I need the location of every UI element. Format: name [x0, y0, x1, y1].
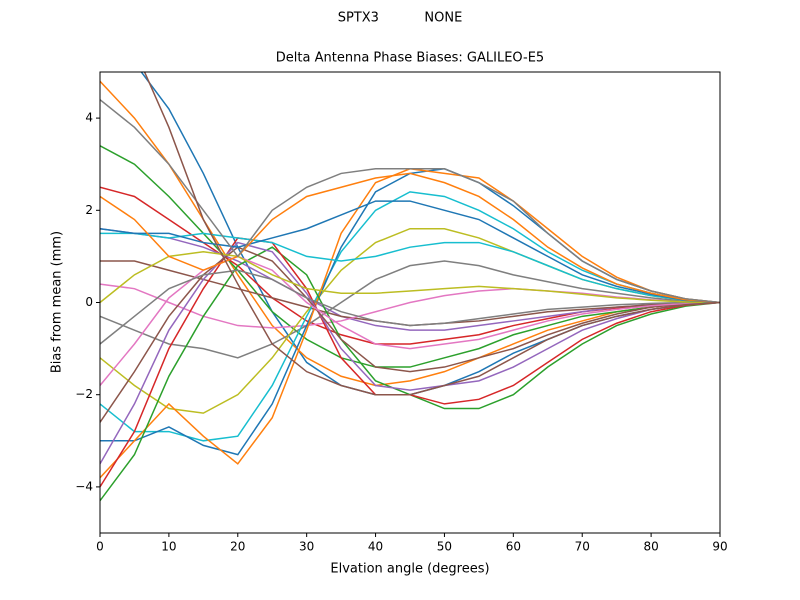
y-axis-label: Bias from mean (mm) — [50, 231, 65, 373]
series-line — [100, 168, 720, 479]
x-tick-label: 60 — [506, 540, 521, 554]
series-line — [100, 99, 720, 304]
x-axis-label: Elvation angle (degrees) — [330, 562, 489, 577]
x-tick-label: 80 — [643, 540, 658, 554]
x-tick-label: 40 — [368, 540, 383, 554]
x-tick-label: 90 — [712, 540, 727, 554]
series-line — [100, 200, 720, 304]
plot-lines — [100, 72, 720, 502]
series-line — [100, 80, 720, 387]
y-tick-label: 2 — [85, 203, 93, 217]
y-tick-label: −4 — [75, 479, 93, 493]
x-tick-label: 10 — [161, 540, 176, 554]
series-line — [100, 237, 720, 488]
series-line — [100, 241, 720, 465]
x-tick-label: 0 — [96, 540, 104, 554]
x-tick-label: 50 — [437, 540, 452, 554]
series-line — [100, 246, 720, 502]
series-line — [100, 255, 720, 386]
series-line — [100, 260, 720, 359]
y-tick-label: 4 — [85, 111, 93, 125]
x-tick-label: 20 — [230, 540, 245, 554]
series-line — [100, 232, 720, 304]
series-line — [100, 227, 720, 414]
chart-title: Delta Antenna Phase Biases: GALILEO-E5 — [276, 51, 544, 66]
x-tick-label: 70 — [575, 540, 590, 554]
suptitle: SPTX3 NONE — [338, 11, 463, 26]
y-tick-label: 0 — [85, 295, 93, 309]
series-line — [100, 269, 720, 345]
x-tick-label: 30 — [299, 540, 314, 554]
series-line — [100, 172, 720, 304]
series-line — [143, 72, 720, 396]
y-tick-label: −2 — [75, 387, 93, 401]
series-line — [100, 251, 720, 304]
